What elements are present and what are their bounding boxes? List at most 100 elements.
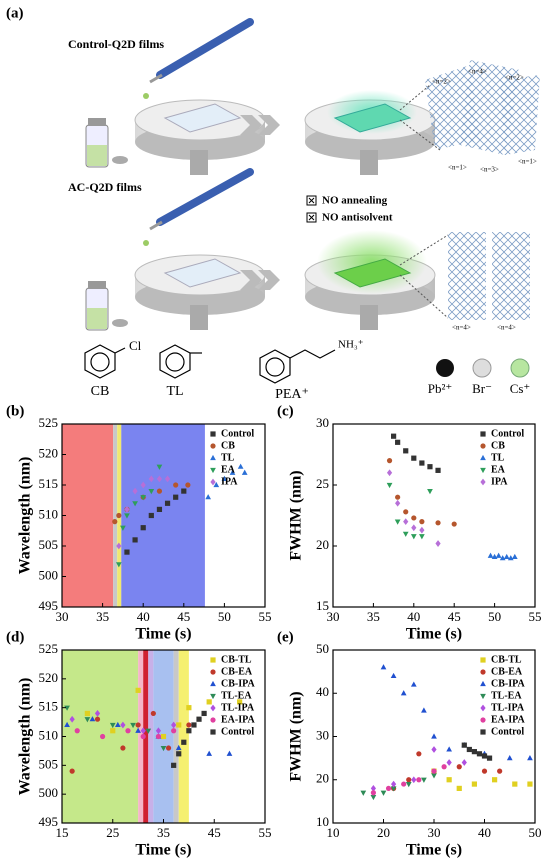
point: [116, 542, 122, 550]
molecule-label: PEA⁺: [275, 387, 309, 402]
point: [132, 537, 138, 543]
legend-label: IPA: [221, 476, 238, 487]
y-tick-label: 520: [39, 445, 59, 460]
point: [164, 500, 171, 506]
spin-coater: [134, 99, 266, 175]
point: [186, 728, 192, 734]
checkbox: [306, 195, 317, 223]
legend-label: Control: [491, 726, 524, 737]
spin-coater: [304, 90, 436, 175]
point: [497, 768, 503, 774]
point: [410, 681, 417, 687]
legend-marker: [210, 729, 216, 735]
legend-marker: [210, 657, 216, 663]
point: [89, 716, 96, 722]
point: [403, 448, 409, 454]
point: [481, 768, 488, 774]
point: [446, 777, 452, 783]
legend-label: Control: [221, 428, 254, 439]
point: [229, 469, 236, 475]
x-tick-label: 30: [327, 609, 340, 624]
point: [411, 776, 417, 784]
y-tick-label: 495: [39, 598, 59, 613]
point: [237, 463, 244, 469]
legend-label: CB: [221, 440, 235, 451]
point: [403, 509, 409, 515]
point: [435, 540, 441, 547]
point: [385, 785, 392, 792]
point: [411, 524, 417, 532]
legend-marker: [480, 431, 486, 437]
point: [148, 489, 155, 495]
legend-marker: [480, 729, 486, 735]
point: [386, 482, 393, 489]
panel-label: (d): [6, 629, 24, 645]
point: [64, 705, 70, 711]
region: [178, 650, 189, 823]
arrow: [240, 115, 280, 290]
point: [503, 553, 510, 560]
point: [110, 728, 116, 734]
point: [456, 785, 462, 791]
crystal: [399, 232, 530, 320]
point: [69, 768, 75, 774]
legend-label: Control: [491, 428, 524, 439]
y-tick-label: 15: [316, 598, 329, 613]
point: [185, 482, 191, 488]
point: [421, 707, 427, 713]
chart: 30 35 40 45 50 55 495 500 505 510 515 520 525 Time (s…: [6, 403, 272, 642]
x-tick-label: 45: [177, 609, 190, 624]
ion-label: Pb²⁺: [428, 381, 453, 396]
y-tick-label: 500: [39, 785, 59, 800]
point: [431, 746, 437, 753]
x-axis-label: Time (s): [135, 842, 191, 859]
legend-label: TL-EA: [491, 690, 522, 701]
point: [487, 552, 494, 558]
legend-label: EA-IPA: [491, 714, 525, 725]
legend-marker: [210, 669, 216, 675]
legend-label: EA-IPA: [221, 714, 255, 725]
legend-label: CB-TL: [221, 654, 252, 665]
point: [506, 755, 513, 761]
point: [176, 722, 182, 728]
point: [150, 710, 156, 717]
point: [132, 487, 138, 495]
point: [160, 745, 167, 752]
point: [64, 721, 70, 728]
point: [390, 786, 397, 792]
point: [419, 460, 425, 466]
point: [156, 506, 163, 512]
point: [380, 664, 387, 670]
region: [121, 424, 205, 607]
point: [148, 475, 154, 483]
point: [241, 469, 248, 475]
row-title: AC-Q2D films: [68, 180, 142, 194]
y-axis-label: Wavelength (nm): [17, 678, 34, 796]
y-tick-label: 20: [316, 537, 329, 552]
region: [173, 650, 179, 823]
panel-label: (a): [6, 5, 24, 21]
y-tick-label: 510: [39, 506, 59, 521]
point: [206, 750, 213, 756]
panel-label: (b): [6, 403, 24, 419]
y-axis-label: FWHM (nm): [288, 691, 305, 781]
point: [148, 512, 154, 519]
legend-marker: [210, 467, 216, 474]
point: [435, 520, 441, 526]
point: [461, 759, 467, 766]
y-tick-label: 510: [39, 727, 59, 742]
point: [403, 518, 409, 525]
point: [370, 785, 376, 792]
legend-marker: [480, 467, 486, 474]
point: [176, 751, 182, 757]
point: [94, 716, 101, 722]
point: [226, 750, 233, 756]
y-axis-label: FWHM (nm): [288, 470, 305, 560]
point: [446, 746, 453, 752]
legend-marker: [210, 431, 216, 437]
point: [213, 481, 220, 488]
pipette: [143, 168, 254, 246]
point: [492, 777, 498, 783]
point: [171, 728, 177, 734]
legend-marker: [210, 454, 216, 461]
